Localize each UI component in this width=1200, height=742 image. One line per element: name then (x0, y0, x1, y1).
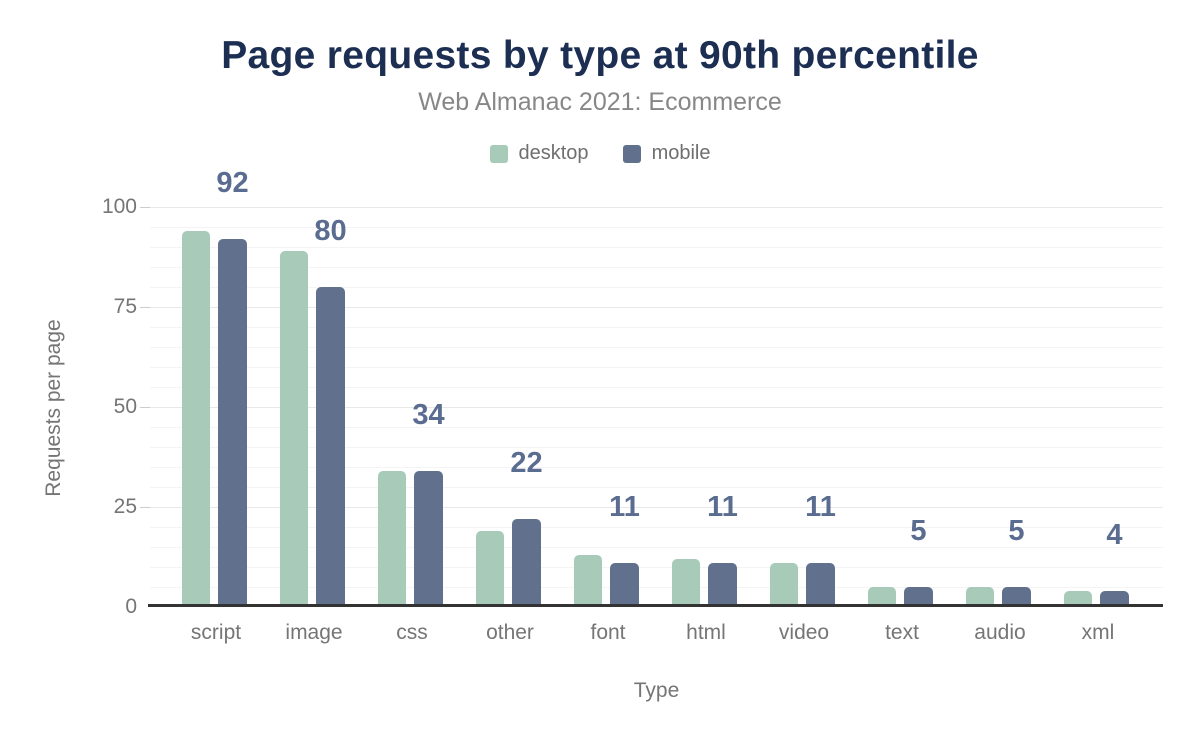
bar-desktop-font (574, 555, 602, 607)
y-tick-label: 50 (113, 395, 137, 418)
value-label-video: 11 (805, 491, 836, 523)
y-tick-mark (140, 407, 150, 408)
plot-area: 92 80 34 22 11 11 11 5 5 4 (150, 169, 1163, 607)
gridline-major (150, 207, 1163, 208)
y-axis-title: Requests per page (42, 319, 65, 497)
gridline-minor (150, 427, 1163, 428)
y-tick-mark (140, 207, 150, 208)
gridline-major (150, 307, 1163, 308)
value-label-html: 11 (707, 491, 738, 523)
value-label-other: 22 (510, 447, 543, 479)
gridline-minor (150, 547, 1163, 548)
gridline-minor (150, 567, 1163, 568)
gridline-major (150, 507, 1163, 508)
legend-swatch-desktop (489, 144, 508, 163)
gridline-minor (150, 387, 1163, 388)
x-tick-label-other: other (486, 621, 534, 644)
gridline-minor (150, 527, 1163, 528)
value-label-css: 34 (412, 399, 445, 431)
bar-desktop-video (770, 563, 798, 607)
x-axis-title: Type (633, 679, 680, 702)
value-label-script: 92 (216, 167, 249, 199)
value-label-image: 80 (314, 215, 347, 247)
gridline-major (150, 407, 1163, 408)
chart-title: Page requests by type at 90th percentile (221, 34, 979, 77)
value-label-xml: 4 (1106, 519, 1123, 551)
chart-subtitle: Web Almanac 2021: Ecommerce (418, 88, 782, 116)
bar-mobile-html (708, 563, 737, 607)
value-label-font: 11 (609, 491, 640, 523)
x-tick-label-audio: audio (974, 621, 1026, 644)
value-label-audio: 5 (1008, 515, 1025, 547)
bar-mobile-other (512, 519, 541, 607)
bar-mobile-audio (1002, 587, 1031, 607)
gridline-minor (150, 487, 1163, 488)
bar-mobile-image (316, 287, 345, 607)
gridline-minor (150, 367, 1163, 368)
bar-mobile-video (806, 563, 835, 607)
gridline-minor (150, 227, 1163, 228)
legend: desktop mobile (0, 142, 1200, 165)
bar-desktop-xml (1064, 591, 1092, 607)
bar-desktop-other (476, 531, 504, 607)
bar-desktop-html (672, 559, 700, 607)
y-tick-label: 75 (113, 295, 137, 318)
bar-mobile-font (610, 563, 639, 607)
legend-item-desktop: desktop (489, 142, 589, 165)
bar-mobile-css (414, 471, 443, 607)
y-tick-label: 100 (101, 195, 137, 218)
x-tick-label-xml: xml (1081, 621, 1115, 644)
bar-mobile-script (218, 239, 247, 607)
x-axis-line (148, 604, 1163, 607)
bar-desktop-text (868, 587, 896, 607)
bar-desktop-audio (966, 587, 994, 607)
gridline-minor (150, 327, 1163, 328)
x-tick-label-css: css (396, 621, 428, 644)
legend-item-mobile: mobile (622, 142, 711, 165)
legend-label-desktop: desktop (518, 142, 589, 164)
gridline-minor (150, 267, 1163, 268)
bar-desktop-image (280, 251, 308, 607)
y-tick-label: 0 (125, 595, 137, 618)
bar-desktop-script (182, 231, 210, 607)
legend-swatch-mobile (622, 144, 641, 163)
x-tick-label-text: text (885, 621, 919, 644)
gridline-minor (150, 347, 1163, 348)
gridline-minor (150, 467, 1163, 468)
y-tick-label: 25 (113, 495, 137, 518)
x-tick-label-image: image (285, 621, 343, 644)
gridline-minor (150, 287, 1163, 288)
bar-desktop-css (378, 471, 406, 607)
value-label-text: 5 (910, 515, 927, 547)
gridline-minor (150, 447, 1163, 448)
legend-label-mobile: mobile (651, 142, 711, 164)
y-tick-mark (140, 507, 150, 508)
gridline-minor (150, 587, 1163, 588)
bar-mobile-text (904, 587, 933, 607)
x-tick-label-font: font (590, 621, 626, 644)
x-tick-label-script: script (190, 621, 242, 644)
x-tick-label-html: html (686, 621, 726, 644)
bar-mobile-xml (1100, 591, 1129, 607)
gridline-minor (150, 247, 1163, 248)
x-tick-label-video: video (778, 621, 830, 644)
y-tick-mark (140, 307, 150, 308)
